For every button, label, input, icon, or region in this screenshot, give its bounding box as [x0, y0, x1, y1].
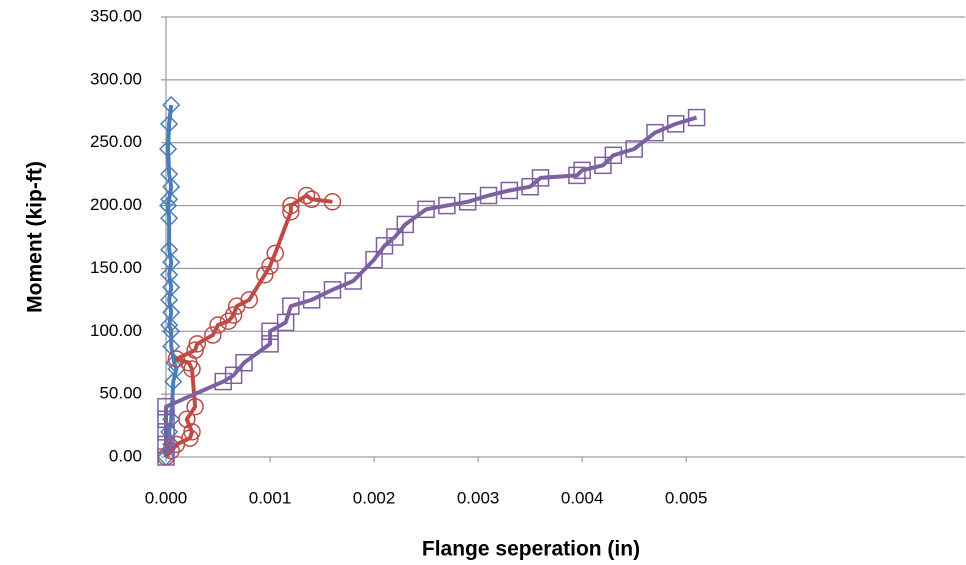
x-tick-label: 0.003	[457, 488, 500, 507]
marker	[344, 272, 363, 290]
marker	[209, 316, 227, 334]
marker	[162, 177, 181, 196]
marker	[282, 203, 300, 221]
marker	[160, 209, 179, 228]
marker	[386, 228, 404, 246]
marker	[573, 161, 591, 180]
marker	[214, 372, 232, 391]
marker	[160, 265, 179, 284]
y-tick-label: 200.00	[90, 195, 142, 214]
marker	[568, 166, 586, 185]
marker	[224, 306, 243, 324]
marker	[188, 335, 206, 353]
marker	[162, 253, 181, 272]
marker	[157, 397, 175, 416]
marker	[204, 326, 222, 344]
marker	[157, 435, 175, 454]
marker	[365, 250, 383, 269]
marker	[157, 448, 175, 466]
x-tick-label: 0.005	[665, 488, 708, 507]
marker	[302, 291, 321, 309]
x-axis-title: Flange seperation (in)	[422, 538, 640, 561]
y-tick-label: 350.00	[90, 6, 142, 25]
marker	[266, 244, 284, 263]
marker	[160, 114, 179, 133]
y-tick-label: 100.00	[90, 321, 142, 340]
marker	[178, 410, 196, 429]
marker	[160, 165, 179, 184]
y-tick-label: 50.00	[99, 384, 142, 403]
marker	[500, 181, 519, 200]
y-tick-label: 0.00	[109, 446, 142, 465]
marker	[282, 196, 300, 215]
marker	[162, 303, 181, 322]
marker	[219, 312, 238, 330]
marker	[323, 193, 342, 211]
marker	[159, 139, 178, 159]
marker	[162, 95, 181, 115]
marker	[160, 290, 179, 309]
y-tick-label: 300.00	[90, 69, 142, 88]
marker	[687, 108, 706, 127]
marker	[157, 410, 175, 429]
series-line	[164, 193, 333, 459]
marker	[323, 281, 342, 299]
marker	[521, 177, 539, 196]
marker	[162, 441, 180, 460]
marker	[625, 140, 643, 158]
marker	[261, 322, 279, 341]
marker	[157, 423, 175, 441]
marker	[396, 215, 415, 234]
marker	[162, 278, 181, 297]
marker	[160, 190, 179, 209]
marker	[224, 366, 243, 385]
y-tick-label: 150.00	[90, 258, 142, 277]
marker	[417, 200, 435, 219]
marker	[594, 156, 612, 175]
marker	[458, 193, 477, 211]
marker	[375, 237, 394, 255]
x-tick-label: 0.004	[561, 488, 604, 507]
marker	[531, 169, 550, 187]
marker	[646, 123, 664, 142]
marker	[256, 265, 274, 284]
marker	[261, 257, 279, 275]
marker	[438, 196, 456, 215]
x-tick-label: 0.000	[145, 488, 188, 507]
x-tick-label: 0.001	[249, 488, 292, 507]
marker	[235, 353, 253, 372]
marker	[479, 186, 498, 205]
series-line	[164, 115, 698, 457]
marker	[282, 297, 300, 315]
marker	[162, 337, 181, 356]
y-axis-title: Moment (kip-ft)	[24, 161, 47, 313]
marker	[160, 315, 179, 335]
marker	[183, 423, 201, 441]
marker	[261, 335, 279, 353]
marker	[667, 115, 685, 133]
marker	[167, 350, 186, 368]
marker	[162, 322, 181, 341]
marker	[164, 372, 183, 391]
marker	[240, 291, 258, 309]
marker	[302, 190, 321, 209]
marker	[297, 186, 316, 205]
x-tick-label: 0.002	[353, 488, 396, 507]
marker	[186, 397, 204, 416]
marker	[160, 240, 179, 259]
y-tick-label: 250.00	[90, 132, 142, 151]
marker	[604, 146, 623, 165]
